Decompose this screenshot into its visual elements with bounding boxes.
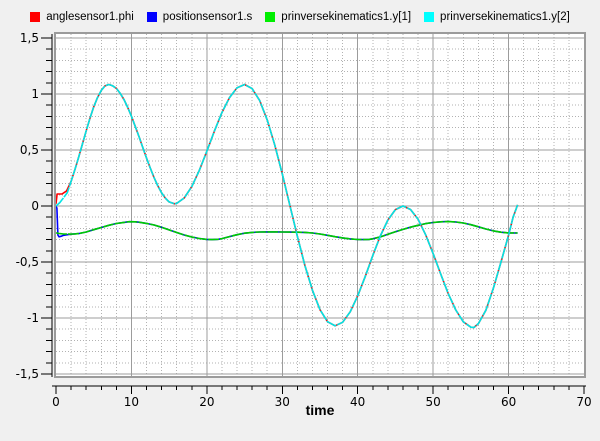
x-tick-label: 40	[350, 395, 365, 409]
legend-swatch-green	[265, 12, 276, 22]
x-tick-label: 20	[199, 395, 214, 409]
grid-major	[56, 34, 584, 376]
x-tick-label: 0	[52, 395, 60, 409]
axis-ticks	[41, 34, 586, 394]
legend-label: prinversekinematics1.y[2]	[440, 11, 570, 23]
legend: anglesensor1.phi positionsensor1.s prinv…	[0, 7, 600, 27]
y-tick-label: 1	[31, 87, 39, 101]
x-axis-title: time	[305, 402, 335, 418]
legend-swatch-red	[30, 12, 41, 22]
x-tick-label: 30	[275, 395, 290, 409]
plot-area[interactable]	[56, 34, 584, 376]
x-tick-label: 50	[425, 395, 440, 409]
legend-item-anglesensor[interactable]: anglesensor1.phi	[30, 11, 134, 23]
legend-label: anglesensor1.phi	[46, 11, 134, 23]
y-tick-label: 0,5	[20, 143, 39, 157]
plot-frame	[54, 32, 586, 378]
legend-swatch-cyan	[424, 12, 435, 22]
grid-minor	[56, 34, 584, 376]
legend-item-positionsensor[interactable]: positionsensor1.s	[146, 11, 253, 23]
legend-item-inversekinematics-y1[interactable]: prinversekinematics1.y[1]	[265, 11, 411, 23]
y-tick-label: 0	[31, 199, 39, 213]
y-tick-label: 1,5	[20, 31, 39, 45]
legend-label: positionsensor1.s	[162, 11, 253, 23]
series-prinversekinematics1.y[2]	[55, 83, 519, 329]
y-tick-label: -1,5	[16, 367, 39, 381]
x-tick-label: 60	[501, 395, 516, 409]
legend-label: prinversekinematics1.y[1]	[281, 11, 412, 23]
legend-item-inversekinematics-y2[interactable]: prinversekinematics1.y[2]	[424, 11, 570, 23]
y-tick-label: -1	[27, 311, 39, 325]
legend-swatch-blue	[146, 12, 157, 22]
x-tick-label: 70	[576, 395, 591, 409]
series-prinversekinematics1.y[1]	[55, 220, 518, 241]
x-tick-label: 10	[124, 395, 139, 409]
y-tick-label: -0,5	[16, 255, 39, 269]
